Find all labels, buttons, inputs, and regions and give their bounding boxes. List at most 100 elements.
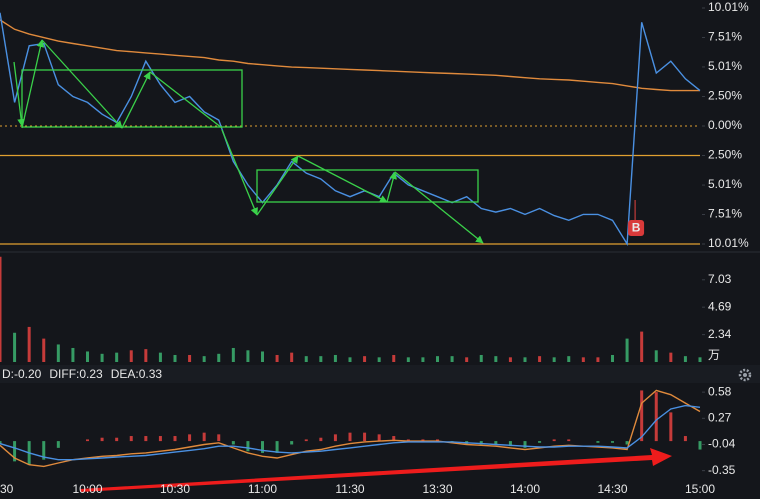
y-tick-label: 2.34 bbox=[708, 327, 732, 341]
volume-bar bbox=[450, 356, 454, 362]
macd-bar bbox=[275, 441, 279, 453]
trend-arrow bbox=[297, 155, 388, 203]
volume-bar bbox=[304, 356, 308, 362]
settings-icon[interactable] bbox=[738, 368, 752, 382]
volume-bar bbox=[348, 357, 352, 362]
x-tick-label: 15:00 bbox=[685, 482, 715, 496]
macd-bar bbox=[144, 436, 148, 442]
range-box bbox=[21, 69, 243, 128]
volume-bar bbox=[27, 326, 31, 362]
macd-bar bbox=[654, 392, 658, 442]
volume-bar bbox=[669, 352, 673, 362]
macd-bar bbox=[188, 434, 192, 442]
macd-bar bbox=[523, 441, 527, 448]
trend-arrow bbox=[394, 171, 484, 244]
volume-bar bbox=[552, 357, 556, 362]
volume-bar bbox=[523, 357, 527, 362]
trend-arrow bbox=[121, 71, 151, 129]
volume-bar bbox=[567, 356, 571, 362]
y-tick-label: 5.01% bbox=[708, 177, 742, 191]
volume-bar bbox=[596, 357, 600, 362]
volume-bar bbox=[465, 357, 469, 362]
x-tick-label: 10:00 bbox=[72, 482, 102, 496]
macd-bar bbox=[348, 432, 352, 442]
volume-bar bbox=[538, 356, 542, 362]
y-tick-label: 0.58 bbox=[708, 384, 732, 398]
macd-bar bbox=[333, 434, 337, 442]
trend-arrow bbox=[386, 171, 397, 203]
x-tick-label: 11:00 bbox=[248, 482, 277, 496]
macd-header: D:-0.20 bbox=[2, 367, 42, 381]
macd-bar bbox=[202, 432, 206, 442]
volume-bar bbox=[421, 357, 425, 362]
y-tick-label: 0.00% bbox=[708, 118, 742, 132]
volume-bar bbox=[86, 351, 89, 362]
macd-bar bbox=[129, 436, 133, 442]
y-tick-label: 10.01% bbox=[708, 236, 749, 250]
volume-bar bbox=[217, 353, 221, 362]
volume-bar bbox=[56, 344, 60, 362]
trend-arrow bbox=[256, 155, 299, 216]
macd-bar bbox=[611, 441, 614, 443]
x-tick-label: 13:30 bbox=[422, 482, 452, 496]
volume-bar bbox=[0, 256, 2, 362]
trend-arrow bbox=[21, 39, 45, 129]
trend-arrow bbox=[41, 39, 123, 129]
macd-bar bbox=[0, 441, 2, 445]
volume-bar bbox=[479, 354, 483, 362]
macd-bar bbox=[217, 434, 221, 442]
x-tick-label: 14:30 bbox=[597, 482, 627, 496]
macd-bar bbox=[508, 441, 512, 447]
macd-bar bbox=[392, 436, 396, 442]
macd-header: DEA:0.33 bbox=[111, 367, 163, 381]
y-tick-label: 0.27 bbox=[708, 410, 732, 424]
volume-bar bbox=[436, 356, 439, 362]
volume-bar bbox=[640, 331, 644, 362]
volume-bar bbox=[625, 338, 629, 362]
y-unit: 万 bbox=[708, 348, 720, 362]
volume-bar bbox=[261, 351, 264, 362]
macd-bar bbox=[421, 439, 425, 442]
macd-bar bbox=[494, 441, 498, 445]
macd-bar bbox=[436, 439, 439, 442]
macd-bar bbox=[377, 434, 381, 442]
volume-bar bbox=[377, 357, 381, 362]
x-tick-label: 11:30 bbox=[335, 482, 364, 496]
volume-bar bbox=[158, 352, 162, 362]
volume-bar bbox=[333, 354, 337, 362]
volume-bar bbox=[363, 356, 367, 362]
macd-bar bbox=[552, 439, 556, 442]
y-tick-label: -0.35 bbox=[708, 463, 736, 477]
macd-bar bbox=[640, 390, 644, 442]
macd-bar bbox=[319, 437, 323, 442]
y-tick-label: 2.50% bbox=[708, 148, 742, 162]
y-tick-label: 5.01% bbox=[708, 59, 742, 73]
macd-bar bbox=[625, 441, 629, 445]
macd-bar bbox=[698, 441, 702, 450]
macd-bar bbox=[479, 441, 483, 445]
volume-bar bbox=[275, 354, 279, 362]
y-tick-label: 7.51% bbox=[708, 207, 742, 221]
volume-bar bbox=[611, 354, 614, 362]
macd-bar bbox=[13, 441, 17, 462]
volume-bar bbox=[231, 347, 235, 362]
annotations bbox=[13, 39, 484, 244]
macd-bar bbox=[669, 412, 673, 442]
macd-bar bbox=[158, 436, 162, 442]
volume-bar bbox=[188, 354, 192, 362]
volume-bar bbox=[654, 350, 658, 362]
volume-bar bbox=[508, 357, 512, 362]
range-box bbox=[256, 169, 479, 203]
buy-marker bbox=[628, 220, 645, 236]
x-tick-label: 30 bbox=[0, 482, 14, 496]
volume-bar bbox=[42, 338, 46, 362]
volume-bar bbox=[290, 352, 294, 362]
macd-bar bbox=[115, 437, 119, 442]
y-tick-label: 7.03 bbox=[708, 272, 732, 286]
y-tick-label: 2.50% bbox=[708, 89, 742, 103]
macd-bar bbox=[406, 439, 410, 442]
volume-bar bbox=[100, 353, 104, 362]
trend-arrow bbox=[221, 129, 258, 216]
volume-bar bbox=[71, 347, 75, 362]
volume-bar bbox=[129, 350, 133, 362]
